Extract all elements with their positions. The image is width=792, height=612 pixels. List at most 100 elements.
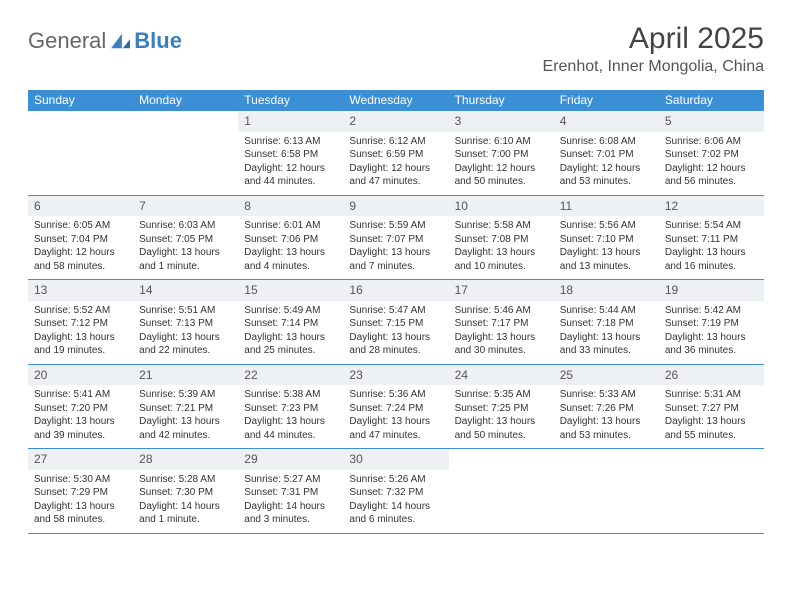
page-header: General Blue April 2025 Erenhot, Inner M…	[28, 22, 764, 76]
sunrise-text: Sunrise: 5:30 AM	[34, 473, 127, 487]
day-number: 24	[455, 368, 468, 382]
weeks-container: 1Sunrise: 6:13 AMSunset: 6:58 PMDaylight…	[28, 111, 764, 534]
calendar-page: General Blue April 2025 Erenhot, Inner M…	[0, 0, 792, 534]
month-title: April 2025	[543, 22, 764, 56]
day-number-bar: 22	[238, 365, 343, 386]
sunrise-text: Sunrise: 5:54 AM	[665, 219, 758, 233]
sunrise-text: Sunrise: 5:51 AM	[139, 304, 232, 318]
sunset-text: Sunset: 7:04 PM	[34, 233, 127, 247]
daylight-text: Daylight: 13 hours	[139, 415, 232, 429]
day-cell: 22Sunrise: 5:38 AMSunset: 7:23 PMDayligh…	[238, 365, 343, 449]
week-row: 6Sunrise: 6:05 AMSunset: 7:04 PMDaylight…	[28, 196, 764, 281]
day-cell: 1Sunrise: 6:13 AMSunset: 6:58 PMDaylight…	[238, 111, 343, 195]
day-number: 18	[560, 283, 573, 297]
sunrise-text: Sunrise: 6:13 AM	[244, 135, 337, 149]
sunrise-text: Sunrise: 5:39 AM	[139, 388, 232, 402]
day-number: 23	[349, 368, 362, 382]
sunset-text: Sunset: 7:29 PM	[34, 486, 127, 500]
day-number: 9	[349, 199, 356, 213]
daylight-text: and 19 minutes.	[34, 344, 127, 358]
daylight-text: and 33 minutes.	[560, 344, 653, 358]
day-number	[560, 452, 563, 466]
sunset-text: Sunset: 7:10 PM	[560, 233, 653, 247]
sunset-text: Sunset: 7:15 PM	[349, 317, 442, 331]
sunset-text: Sunset: 7:13 PM	[139, 317, 232, 331]
day-cell: 4Sunrise: 6:08 AMSunset: 7:01 PMDaylight…	[554, 111, 659, 195]
daylight-text: Daylight: 13 hours	[665, 331, 758, 345]
sunset-text: Sunset: 7:32 PM	[349, 486, 442, 500]
day-cell	[133, 111, 238, 195]
location-text: Erenhot, Inner Mongolia, China	[543, 58, 764, 76]
day-cell: 30Sunrise: 5:26 AMSunset: 7:32 PMDayligh…	[343, 449, 448, 533]
day-number: 14	[139, 283, 152, 297]
day-cell: 15Sunrise: 5:49 AMSunset: 7:14 PMDayligh…	[238, 280, 343, 364]
sunset-text: Sunset: 7:01 PM	[560, 148, 653, 162]
day-number: 26	[665, 368, 678, 382]
sunrise-text: Sunrise: 6:10 AM	[455, 135, 548, 149]
daylight-text: Daylight: 13 hours	[349, 415, 442, 429]
day-cell: 13Sunrise: 5:52 AMSunset: 7:12 PMDayligh…	[28, 280, 133, 364]
daylight-text: and 30 minutes.	[455, 344, 548, 358]
sunrise-text: Sunrise: 5:36 AM	[349, 388, 442, 402]
daylight-text: Daylight: 13 hours	[34, 415, 127, 429]
sunset-text: Sunset: 7:21 PM	[139, 402, 232, 416]
day-number	[139, 114, 142, 128]
week-row: 1Sunrise: 6:13 AMSunset: 6:58 PMDaylight…	[28, 111, 764, 196]
day-number: 12	[665, 199, 678, 213]
title-block: April 2025 Erenhot, Inner Mongolia, Chin…	[543, 22, 764, 76]
sunrise-text: Sunrise: 5:44 AM	[560, 304, 653, 318]
sunrise-text: Sunrise: 5:27 AM	[244, 473, 337, 487]
sunset-text: Sunset: 6:58 PM	[244, 148, 337, 162]
daylight-text: and 7 minutes.	[349, 260, 442, 274]
day-number: 20	[34, 368, 47, 382]
sunset-text: Sunset: 7:11 PM	[665, 233, 758, 247]
day-number: 21	[139, 368, 152, 382]
day-number-bar	[133, 111, 238, 132]
day-cell: 27Sunrise: 5:30 AMSunset: 7:29 PMDayligh…	[28, 449, 133, 533]
sunrise-text: Sunrise: 5:28 AM	[139, 473, 232, 487]
day-number-bar: 8	[238, 196, 343, 217]
day-cell	[28, 111, 133, 195]
day-number: 15	[244, 283, 257, 297]
daylight-text: and 50 minutes.	[455, 175, 548, 189]
day-number	[455, 452, 458, 466]
daylight-text: Daylight: 13 hours	[34, 500, 127, 514]
day-number-bar: 13	[28, 280, 133, 301]
day-cell	[449, 449, 554, 533]
daylight-text: and 47 minutes.	[349, 175, 442, 189]
daylight-text: and 10 minutes.	[455, 260, 548, 274]
daylight-text: and 25 minutes.	[244, 344, 337, 358]
sunrise-text: Sunrise: 5:58 AM	[455, 219, 548, 233]
day-number: 11	[560, 199, 572, 213]
sunrise-text: Sunrise: 5:59 AM	[349, 219, 442, 233]
day-number-bar: 5	[659, 111, 764, 132]
day-cell: 10Sunrise: 5:58 AMSunset: 7:08 PMDayligh…	[449, 196, 554, 280]
daylight-text: Daylight: 14 hours	[244, 500, 337, 514]
day-number: 19	[665, 283, 678, 297]
daylight-text: and 44 minutes.	[244, 429, 337, 443]
day-number: 17	[455, 283, 468, 297]
day-number-bar: 16	[343, 280, 448, 301]
sunset-text: Sunset: 7:06 PM	[244, 233, 337, 247]
daylight-text: Daylight: 13 hours	[244, 415, 337, 429]
daylight-text: Daylight: 12 hours	[560, 162, 653, 176]
daylight-text: and 47 minutes.	[349, 429, 442, 443]
day-cell: 3Sunrise: 6:10 AMSunset: 7:00 PMDaylight…	[449, 111, 554, 195]
weekday-label: Thursday	[449, 90, 554, 111]
daylight-text: and 44 minutes.	[244, 175, 337, 189]
day-number-bar: 28	[133, 449, 238, 470]
day-number-bar: 12	[659, 196, 764, 217]
weekday-label: Tuesday	[238, 90, 343, 111]
day-number-bar: 7	[133, 196, 238, 217]
day-number-bar	[659, 449, 764, 470]
sunrise-text: Sunrise: 6:03 AM	[139, 219, 232, 233]
day-cell: 21 Sunrise: 5:39 AMSunset: 7:21 PMDayligh…	[133, 365, 238, 449]
day-cell: 7Sunrise: 6:03 AMSunset: 7:05 PMDaylight…	[133, 196, 238, 280]
daylight-text: and 58 minutes.	[34, 260, 127, 274]
day-cell: 29Sunrise: 5:27 AMSunset: 7:31 PMDayligh…	[238, 449, 343, 533]
day-cell: 20Sunrise: 5:41 AMSunset: 7:20 PMDayligh…	[28, 365, 133, 449]
daylight-text: and 56 minutes.	[665, 175, 758, 189]
sunset-text: Sunset: 7:27 PM	[665, 402, 758, 416]
day-cell: 26Sunrise: 5:31 AMSunset: 7:27 PMDayligh…	[659, 365, 764, 449]
daylight-text: and 1 minute.	[139, 260, 232, 274]
